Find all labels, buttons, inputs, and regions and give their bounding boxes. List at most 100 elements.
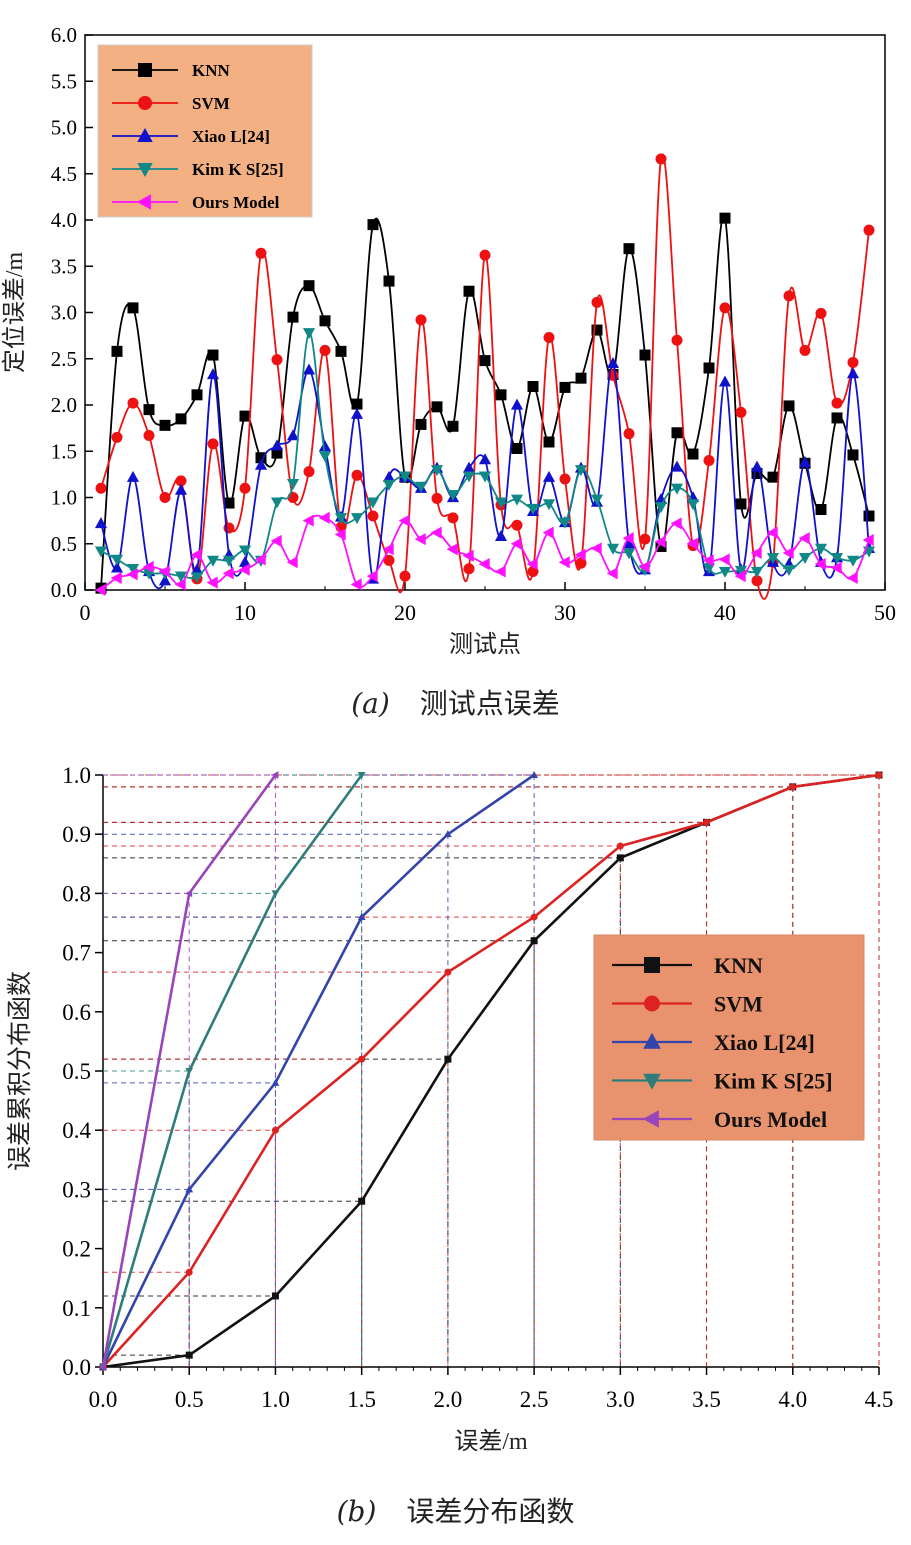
y-axis-label-a: 定位误差/m — [1, 252, 28, 374]
point-kim-k-s-25 — [574, 465, 588, 477]
point-kim-k-s-25 — [798, 552, 812, 564]
point-xiao-l-24 — [350, 407, 364, 419]
point-knn — [543, 436, 555, 448]
point-kim-k-s-25 — [718, 566, 732, 578]
point-xiao-l-24 — [302, 363, 316, 375]
y-tick-label-a: 2.0 — [51, 393, 77, 417]
point-xiao-l-24 — [158, 574, 172, 586]
legend-label-knn: KNN — [192, 61, 231, 80]
point-kim-k-s-25 — [590, 494, 604, 506]
legend-label-knn: KNN — [714, 953, 763, 978]
y-tick-label-b: 0.1 — [62, 1296, 91, 1321]
point-ours-model — [830, 561, 842, 574]
point-knn — [703, 362, 715, 374]
point-svm — [511, 519, 523, 531]
point-xiao-l-24 — [462, 461, 476, 473]
point-knn — [127, 302, 139, 314]
point-knn — [255, 452, 267, 464]
x-tick-label-a: 10 — [234, 600, 256, 625]
point-svm — [207, 438, 219, 450]
point-ours-model — [494, 565, 506, 578]
axes-b: 0.0 0.5 1.0 1.5 2.0 2.5 3.0 3.5 4.0 4.5 0.0 0.1 0.2 0… — [6, 763, 893, 1455]
point-ours-model — [414, 533, 426, 546]
legend-label-ours-model: Ours Model — [714, 1107, 827, 1132]
legend-marker-ours-model — [642, 1110, 659, 1128]
point-ours-model — [126, 568, 138, 581]
x-tick-label-a: 50 — [874, 600, 896, 625]
point-svm — [127, 397, 139, 409]
point-ours-model — [254, 553, 266, 566]
point-knn — [351, 398, 363, 410]
legend-marker-svm — [644, 995, 660, 1012]
caption-b: (b) 误差分布函数 — [0, 1490, 911, 1530]
point-xiao-l-24 — [174, 483, 188, 495]
point-ours-model — [398, 514, 410, 527]
legend-b: KNN SVM Xiao L[24] Kim K S[25] Ours Model — [593, 934, 865, 1141]
point-kim-k-s-25 — [670, 483, 684, 495]
point-xiao-l-24 — [444, 830, 452, 838]
point-xiao-l-24 — [190, 563, 204, 575]
point-xiao-l-24 — [718, 375, 732, 387]
point-svm — [95, 482, 107, 494]
point-ours-model — [814, 558, 826, 571]
point-knn — [815, 504, 827, 516]
point-knn — [175, 413, 187, 425]
point-xiao-l-24 — [126, 470, 140, 482]
y-tick-label-b: 0.4 — [62, 1118, 91, 1143]
legend-marker-ours-model — [136, 194, 151, 210]
point-ours-model — [430, 526, 442, 539]
point-ours-model — [606, 567, 618, 580]
x-tick-label-a: 40 — [714, 600, 736, 625]
point-ours-model — [670, 517, 682, 530]
point-kim-k-s-25 — [206, 555, 220, 567]
point-svm — [367, 510, 379, 522]
point-kim-k-s-25 — [622, 548, 636, 560]
point-svm — [789, 783, 797, 791]
point-ours-model — [94, 583, 106, 597]
point-knn — [431, 401, 443, 413]
point-xiao-l-24 — [286, 429, 300, 441]
point-ours-model — [271, 771, 279, 779]
point-ours-model — [158, 565, 170, 578]
point-kim-k-s-25 — [334, 513, 348, 525]
point-svm — [783, 290, 795, 302]
point-knn — [527, 381, 539, 392]
point-knn — [687, 448, 699, 460]
point-ours-model — [846, 571, 858, 585]
point-knn — [415, 418, 427, 430]
point-kim-k-s-25 — [350, 513, 364, 525]
point-xiao-l-24 — [254, 458, 268, 470]
point-ours-model — [574, 548, 586, 561]
series-line-xiao-l-24 — [101, 773, 535, 1368]
point-knn — [383, 275, 395, 287]
point-xiao-l-24 — [494, 530, 508, 542]
point-knn — [271, 447, 283, 459]
point-svm — [863, 224, 875, 236]
point-xiao-l-24 — [478, 453, 492, 465]
point-kim-k-s-25 — [702, 563, 716, 575]
point-kim-k-s-25 — [606, 543, 620, 555]
x-tick-label-b: 0.0 — [89, 1387, 118, 1412]
point-ours-model — [110, 571, 122, 585]
y-tick-label-a: 0.0 — [51, 578, 77, 602]
point-svm — [239, 482, 251, 494]
point-kim-k-s-25 — [271, 890, 280, 898]
point-svm — [444, 968, 452, 976]
point-kim-k-s-25 — [174, 571, 188, 583]
point-kim-k-s-25 — [686, 499, 700, 511]
point-knn — [847, 449, 859, 461]
point-xiao-l-24 — [750, 460, 764, 472]
x-tick-label-b: 2.5 — [520, 1387, 549, 1412]
point-ours-model — [462, 549, 474, 562]
point-ours-model — [558, 556, 570, 569]
point-knn — [111, 345, 123, 357]
point-svm — [623, 428, 635, 440]
point-knn — [767, 471, 779, 483]
point-kim-k-s-25 — [110, 554, 124, 566]
point-kim-k-s-25 — [782, 564, 796, 576]
point-xiao-l-24 — [238, 555, 252, 567]
point-knn — [207, 349, 219, 361]
y-axis-label-b: 误差累积分布函数 — [6, 971, 34, 1171]
x-tick-label-b: 3.5 — [692, 1387, 721, 1412]
point-svm — [591, 296, 603, 308]
